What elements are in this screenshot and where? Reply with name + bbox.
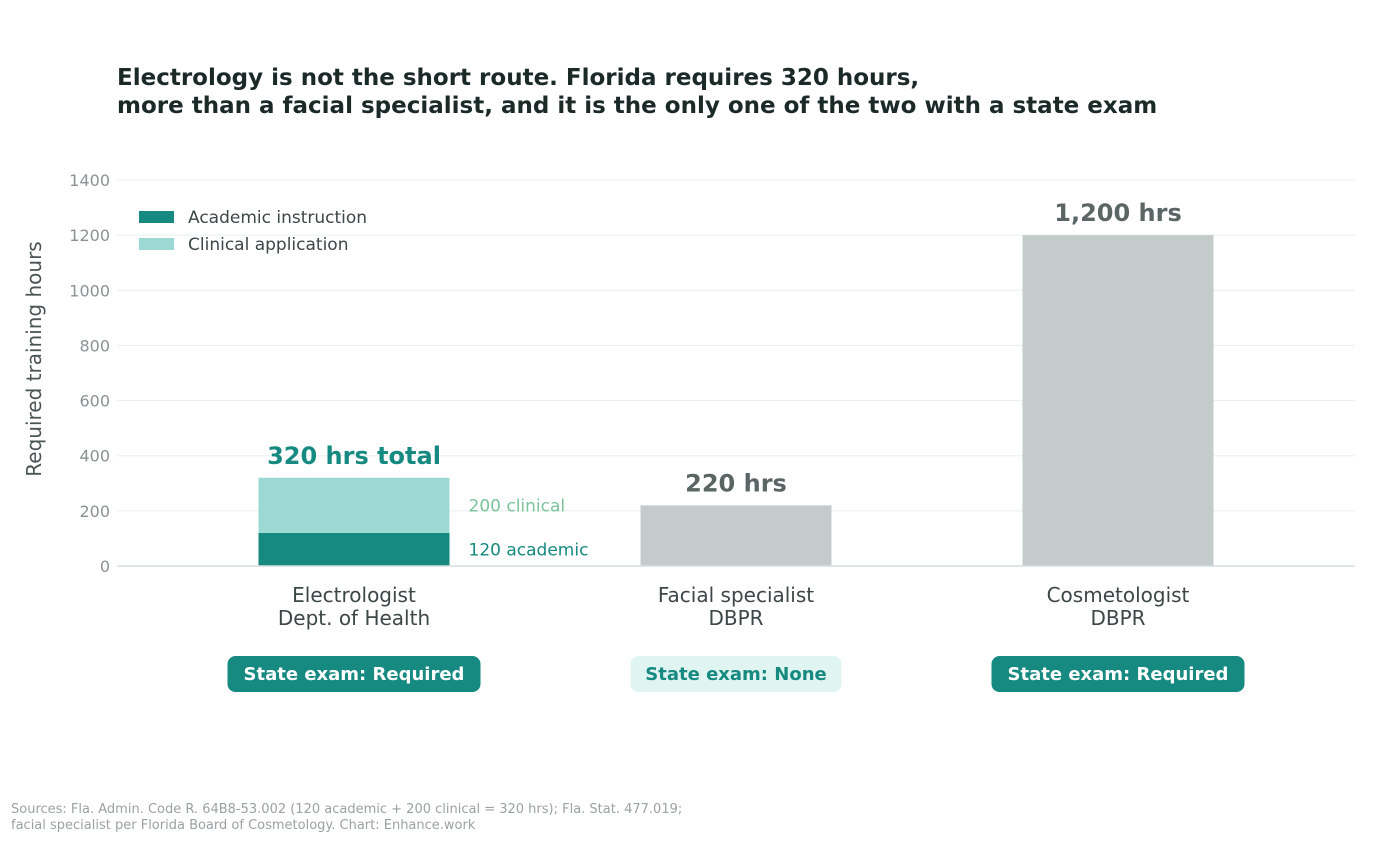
y-tick-label-800: 800 [79, 336, 110, 355]
bar-total-label-3: 1,200 hrs [1054, 199, 1181, 227]
legend-label-2: Clinical application [188, 235, 348, 255]
state-exam-badge-3 [991, 656, 1245, 692]
y-tick-label-1400: 1400 [69, 171, 110, 190]
y-tick-label-1000: 1000 [69, 281, 110, 300]
bar-total-label-1: 320 hrs total [267, 442, 441, 470]
segment-annotation-2: 120 academic [469, 540, 589, 560]
segment-annotation-1: 200 clinical [469, 496, 566, 516]
y-axis-label: Required training hours [22, 241, 46, 476]
y-tick-label-1200: 1200 [69, 226, 110, 245]
category-label-2-line-1: Facial specialist [658, 583, 814, 607]
chart-title-line-2: more than a facial specialist, and it is… [117, 93, 1158, 119]
legend-swatch-2 [139, 238, 174, 250]
y-tick-label-400: 400 [79, 447, 110, 466]
y-tick-label-0: 0 [100, 557, 110, 576]
bar-1-series-1 [258, 532, 450, 566]
category-label-3-line-2: DBPR [1090, 606, 1145, 630]
bar-3-series-3 [1022, 235, 1214, 566]
y-tick-label-200: 200 [79, 502, 110, 521]
bar-1-series-2 [258, 477, 450, 533]
category-label-1-line-1: Electrologist [292, 583, 416, 607]
sources-line-2: facial specialist per Florida Board of C… [11, 818, 476, 833]
sources-line-1: Sources: Fla. Admin. Code R. 64B8-53.002… [11, 802, 683, 817]
legend-label-1: Academic instruction [188, 208, 367, 228]
category-label-1-line-2: Dept. of Health [278, 606, 430, 630]
state-exam-badge-label-3: State exam: Required [1008, 664, 1229, 685]
state-exam-badge-1 [227, 656, 481, 692]
y-tick-label-600: 600 [79, 392, 110, 411]
chart-title: Electrology is not the short route. Flor… [117, 64, 1357, 120]
bar-total-label-2: 220 hrs [685, 469, 787, 497]
state-exam-badge-label-2: State exam: None [645, 664, 826, 685]
chart-title-line-1: Electrology is not the short route. Flor… [117, 65, 920, 91]
category-label-3-line-1: Cosmetologist [1047, 583, 1190, 607]
state-exam-badge-label-1: State exam: Required [244, 664, 465, 685]
state-exam-badge-2 [630, 656, 842, 692]
category-label-2-line-2: DBPR [708, 606, 763, 630]
sources-note: Sources: Fla. Admin. Code R. 64B8-53.002… [11, 802, 682, 834]
legend-swatch-1 [139, 211, 174, 223]
bar-2-series-3 [640, 505, 832, 566]
